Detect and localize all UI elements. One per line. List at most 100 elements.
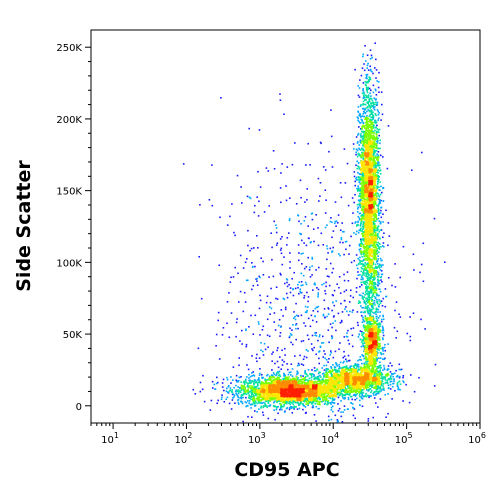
data-point <box>273 398 276 401</box>
data-point <box>360 278 362 281</box>
data-point <box>228 390 231 392</box>
data-point <box>223 389 225 392</box>
data-point <box>267 346 269 348</box>
data-point <box>364 330 367 332</box>
data-point <box>361 192 364 194</box>
data-point <box>379 311 381 313</box>
data-point <box>369 277 371 279</box>
data-point <box>286 237 289 239</box>
data-point <box>363 63 365 65</box>
data-point <box>314 282 316 284</box>
data-point <box>182 163 185 165</box>
data-point <box>261 397 264 399</box>
data-point <box>362 318 364 321</box>
data-point <box>364 141 366 144</box>
data-point <box>373 220 375 223</box>
data-point <box>372 262 375 264</box>
data-point <box>326 247 329 250</box>
data-point <box>357 117 359 120</box>
data-point <box>376 218 378 220</box>
data-point <box>374 98 377 101</box>
data-point <box>358 87 361 89</box>
data-point <box>320 232 323 235</box>
data-point <box>246 385 249 388</box>
data-point <box>380 221 382 223</box>
data-point <box>371 239 373 242</box>
data-point <box>360 270 362 273</box>
data-point <box>357 132 360 135</box>
data-point <box>379 181 381 183</box>
data-point <box>274 329 277 331</box>
data-point <box>368 78 370 81</box>
data-point <box>377 176 380 178</box>
data-point <box>382 332 384 334</box>
data-point <box>236 395 239 397</box>
data-point <box>303 267 306 270</box>
data-point <box>399 375 401 378</box>
data-point <box>370 156 372 159</box>
data-point <box>325 281 327 284</box>
data-point <box>347 408 349 410</box>
data-point <box>271 360 273 362</box>
data-point <box>288 232 290 234</box>
data-point <box>377 308 379 311</box>
data-point <box>326 315 328 318</box>
data-point <box>341 393 344 395</box>
data-point <box>393 378 395 381</box>
data-point <box>363 93 365 95</box>
data-point <box>361 297 364 299</box>
data-point <box>326 368 328 370</box>
data-point <box>360 252 363 254</box>
data-point <box>370 281 373 283</box>
data-point <box>358 144 361 146</box>
data-point <box>367 353 369 356</box>
data-point <box>380 320 383 323</box>
data-point <box>312 400 314 403</box>
data-point <box>345 387 347 390</box>
data-point <box>324 382 326 384</box>
data-point <box>286 166 289 168</box>
data-point <box>332 395 335 397</box>
data-point <box>333 315 335 317</box>
data-point <box>339 241 341 244</box>
data-point <box>240 396 243 399</box>
data-point <box>302 358 305 360</box>
data-point <box>365 263 368 266</box>
data-point <box>335 385 337 387</box>
data-point <box>315 405 318 408</box>
data-point <box>370 287 373 289</box>
data-point <box>360 305 362 307</box>
data-point <box>358 147 360 150</box>
data-point <box>366 142 368 145</box>
data-point <box>362 100 365 103</box>
data-point <box>364 294 366 296</box>
data-point <box>368 307 371 310</box>
data-point <box>248 377 250 379</box>
data-point <box>347 280 350 282</box>
data-point <box>370 109 372 111</box>
data-point <box>369 107 372 109</box>
data-point <box>391 385 394 388</box>
data-point <box>377 129 380 131</box>
data-point <box>375 122 377 124</box>
data-point <box>375 155 377 157</box>
data-point <box>279 400 281 402</box>
data-point <box>375 176 377 179</box>
data-point <box>285 185 287 187</box>
data-point <box>372 152 375 155</box>
data-point <box>390 373 393 375</box>
data-point <box>357 220 359 223</box>
data-point <box>388 377 390 380</box>
data-point <box>354 68 356 71</box>
data-point <box>324 402 327 405</box>
data-point <box>259 372 261 375</box>
data-point <box>340 237 343 239</box>
data-point <box>324 357 326 360</box>
data-point <box>317 288 320 291</box>
data-point <box>372 136 375 139</box>
data-point <box>248 373 250 376</box>
data-point <box>399 383 402 385</box>
data-point <box>333 304 336 307</box>
data-point <box>377 357 380 359</box>
data-point <box>369 97 372 100</box>
